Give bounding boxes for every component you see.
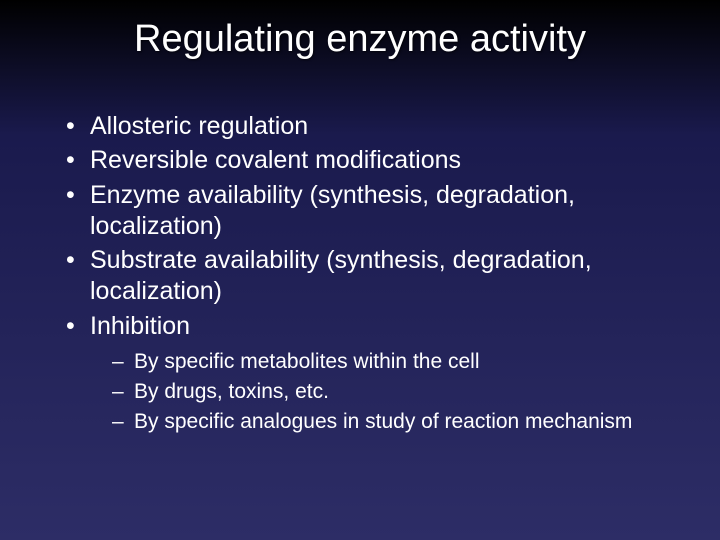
slide: Regulating enzyme activity Allosteric re…: [0, 0, 720, 540]
bullet-list: Allosteric regulation Reversible covalen…: [60, 111, 670, 436]
sub-bullet-item: By specific metabolites within the cell: [108, 348, 670, 375]
sub-bullet-text: By specific analogues in study of reacti…: [134, 410, 632, 433]
slide-title: Regulating enzyme activity: [50, 18, 670, 61]
bullet-item: Allosteric regulation: [60, 111, 670, 142]
bullet-item: Reversible covalent modifications: [60, 145, 670, 176]
bullet-text: Reversible covalent modifications: [90, 146, 461, 174]
bullet-item: Enzyme availability (synthesis, degradat…: [60, 180, 670, 243]
sub-bullet-text: By drugs, toxins, etc.: [134, 380, 329, 403]
sub-bullet-item: By drugs, toxins, etc.: [108, 378, 670, 405]
sub-bullet-text: By specific metabolites within the cell: [134, 350, 480, 373]
bullet-item: Inhibition By specific metabolites withi…: [60, 311, 670, 436]
sub-bullet-list: By specific metabolites within the cell …: [108, 348, 670, 436]
sub-bullet-item: By specific analogues in study of reacti…: [108, 408, 670, 435]
bullet-item: Substrate availability (synthesis, degra…: [60, 245, 670, 308]
bullet-text: Inhibition: [90, 312, 190, 340]
bullet-text: Enzyme availability (synthesis, degradat…: [90, 181, 575, 240]
bullet-text: Substrate availability (synthesis, degra…: [90, 246, 592, 305]
bullet-text: Allosteric regulation: [90, 112, 308, 140]
